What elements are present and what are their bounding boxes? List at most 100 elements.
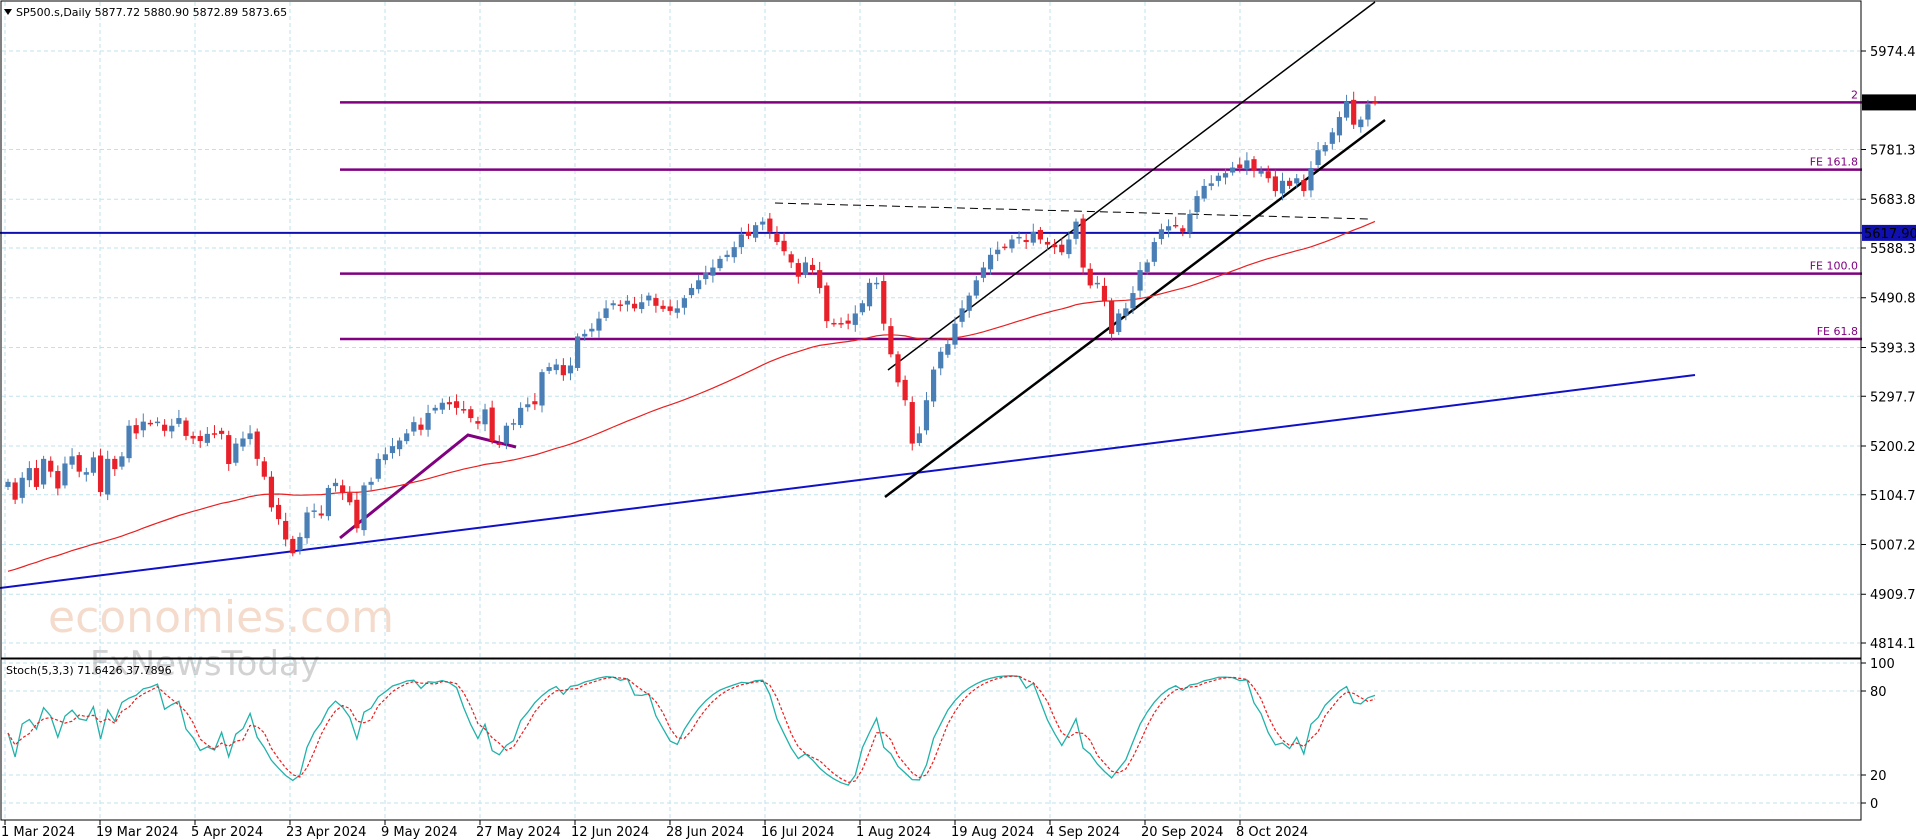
candle xyxy=(1222,168,1229,185)
time-tick-label: 16 Jul 2024 xyxy=(761,825,835,840)
level-price-label: 5617.90 xyxy=(1864,227,1916,242)
candle xyxy=(41,455,47,489)
candle xyxy=(62,456,68,489)
indicator-axis: 100 80 20 0 xyxy=(1861,657,1895,812)
candle xyxy=(425,404,431,437)
candle xyxy=(1365,99,1371,127)
candle xyxy=(290,535,296,557)
indicator-tick-label: 0 xyxy=(1870,797,1878,812)
price-tick-label: 5683.85 xyxy=(1870,193,1916,208)
price-tick-label: 5007.20 xyxy=(1870,538,1916,553)
candle xyxy=(439,398,445,415)
candle xyxy=(518,402,524,429)
candle xyxy=(432,404,438,414)
candle xyxy=(973,275,979,299)
candle xyxy=(83,467,89,482)
candle xyxy=(767,212,773,239)
watermark-sub: FxNewsToday xyxy=(90,644,320,684)
candle xyxy=(254,428,260,466)
price-tick-label: 4909.70 xyxy=(1870,588,1916,603)
candle xyxy=(838,317,844,329)
candle xyxy=(219,427,225,440)
candle xyxy=(674,300,680,319)
candle xyxy=(1044,237,1051,251)
time-tick-label: 1 Mar 2024 xyxy=(1,825,75,840)
candle xyxy=(1279,172,1286,201)
candle xyxy=(1265,165,1271,183)
candle xyxy=(646,292,652,307)
candle xyxy=(140,413,146,438)
time-tick-label: 27 May 2024 xyxy=(476,825,561,840)
candle xyxy=(703,265,709,285)
candle xyxy=(261,456,267,480)
time-tick-label: 12 Jun 2024 xyxy=(571,825,649,840)
candle xyxy=(667,299,673,316)
chart-header: SP500.s,Daily 5877.72 5880.90 5872.89 58… xyxy=(4,6,287,19)
candle xyxy=(1123,302,1129,321)
price-tick-label: 5974.40 xyxy=(1870,45,1916,60)
candle xyxy=(995,241,1001,262)
candle xyxy=(959,300,965,328)
time-tick-label: 5 Apr 2024 xyxy=(191,825,263,840)
candle xyxy=(190,431,196,445)
candle xyxy=(845,313,851,330)
candle xyxy=(781,232,787,256)
candle xyxy=(496,435,502,448)
candle xyxy=(55,465,61,496)
candle xyxy=(332,478,339,492)
candle xyxy=(233,437,239,466)
candle xyxy=(1137,261,1143,298)
candle xyxy=(774,226,780,246)
candle xyxy=(710,259,716,283)
current-price-tag[interactable]: 5873.65 xyxy=(1862,94,1916,111)
candle xyxy=(795,258,801,284)
dashed-resistance[interactable] xyxy=(774,202,1371,220)
candle xyxy=(1329,127,1335,150)
long-trendline[interactable] xyxy=(0,374,1696,589)
price-tick-label: 5588.30 xyxy=(1870,242,1916,257)
candle xyxy=(1272,169,1278,197)
candle xyxy=(19,472,25,504)
candle xyxy=(453,394,460,415)
candle xyxy=(147,419,153,427)
dropdown-triangle-icon[interactable] xyxy=(4,9,12,15)
stoch-k-line xyxy=(7,675,1376,786)
candle xyxy=(731,241,737,263)
candle xyxy=(119,451,125,470)
candle xyxy=(411,416,417,436)
candle xyxy=(1301,174,1307,197)
candle xyxy=(1358,116,1364,133)
candle xyxy=(987,247,994,275)
candle xyxy=(154,417,161,427)
candlestick-series xyxy=(5,91,1378,557)
candle xyxy=(952,316,958,350)
candle xyxy=(582,329,588,341)
candle xyxy=(1201,179,1207,202)
candle xyxy=(1237,157,1243,173)
candle xyxy=(1173,216,1179,229)
candle xyxy=(48,456,54,478)
candle xyxy=(354,491,360,533)
candle xyxy=(1080,214,1086,275)
candle xyxy=(724,250,730,262)
price-pane-border xyxy=(0,0,1862,659)
fe-100-label: FE 100.0 xyxy=(1810,260,1858,273)
candle xyxy=(204,426,210,446)
candle xyxy=(361,482,367,536)
candle xyxy=(866,278,873,311)
candle xyxy=(76,452,82,478)
price-tick-label: 5393.30 xyxy=(1870,341,1916,356)
moving-average-line xyxy=(7,220,1376,572)
candle xyxy=(745,223,752,239)
zigzag-pattern[interactable] xyxy=(339,433,517,540)
candle xyxy=(881,274,887,331)
time-tick-label: 8 Oct 2024 xyxy=(1236,825,1308,840)
candle xyxy=(1002,243,1008,251)
level-price-tag[interactable]: 5617.90 xyxy=(1862,224,1916,242)
candle xyxy=(397,437,403,457)
indicator-tick-label: 80 xyxy=(1870,685,1887,700)
candle xyxy=(1343,94,1350,121)
candle xyxy=(389,437,396,459)
symbol-info: SP500.s,Daily 5877.72 5880.90 5872.89 58… xyxy=(16,6,287,19)
candle xyxy=(852,305,858,332)
